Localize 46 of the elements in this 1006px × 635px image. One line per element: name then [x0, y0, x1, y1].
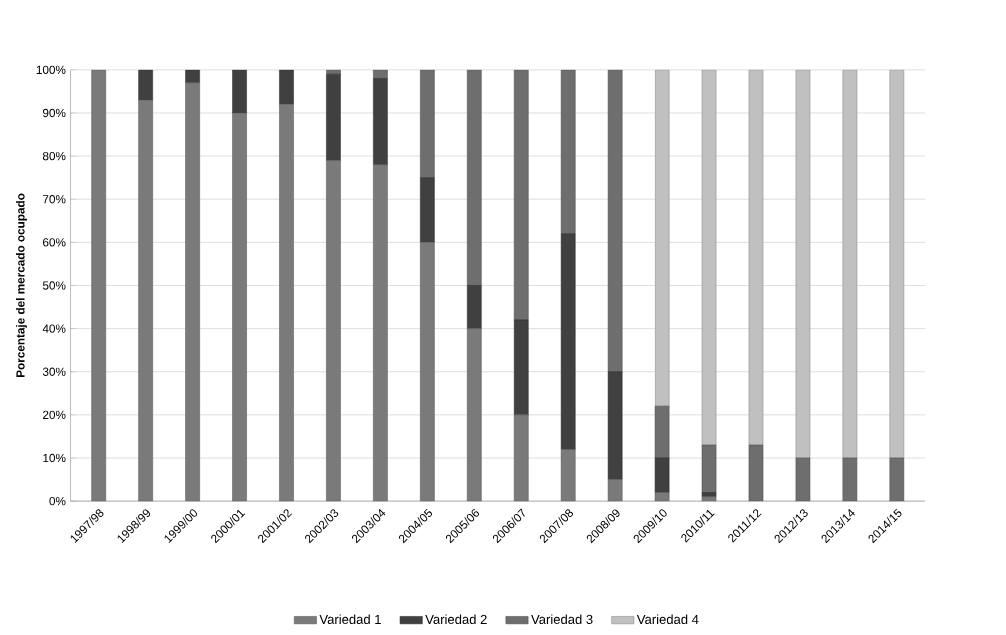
bar	[795, 457, 811, 502]
bar	[748, 444, 764, 502]
bar	[420, 177, 435, 243]
y-tick-label: 0%	[49, 497, 66, 506]
bar	[701, 444, 717, 493]
bar	[279, 104, 294, 502]
bar	[607, 69, 623, 373]
bar	[420, 69, 435, 179]
bar	[185, 82, 200, 502]
bar	[326, 74, 341, 161]
bar	[232, 112, 247, 502]
bar	[373, 164, 388, 502]
bar	[466, 285, 482, 329]
y-tick-label: 20%	[43, 410, 66, 420]
bar	[466, 328, 482, 502]
legend-label: Variedad 2	[425, 614, 487, 625]
y-tick-label: 60%	[43, 238, 66, 247]
bar	[513, 69, 529, 321]
legend-label: Variedad 4	[636, 614, 699, 625]
y-tick-label: 40%	[42, 324, 66, 333]
y-tick-label: 100%	[36, 65, 66, 75]
y-tick-label: 70%	[43, 195, 66, 204]
bar	[232, 69, 247, 114]
y-tick-label: 50%	[42, 281, 66, 290]
y-axis-title: Porcentaje del mercado ocupado	[15, 193, 27, 378]
bar	[560, 233, 576, 450]
y-tick-label: 80%	[42, 152, 66, 161]
legend-label: Variedad 1	[319, 614, 381, 625]
bar	[420, 242, 435, 502]
bar	[607, 371, 623, 480]
bar	[373, 78, 388, 166]
bar	[279, 69, 294, 105]
bar	[654, 406, 670, 459]
bar	[138, 99, 153, 502]
bar	[326, 160, 341, 502]
y-tick-label: 90%	[42, 108, 66, 118]
bar	[91, 69, 107, 502]
legend-label: Variedad 3	[531, 614, 593, 625]
bar	[513, 319, 529, 416]
y-tick-label: 10%	[43, 453, 66, 463]
bar	[513, 414, 529, 502]
bar	[560, 69, 576, 235]
bar	[466, 69, 482, 286]
bar	[889, 457, 905, 502]
bar	[842, 457, 858, 502]
y-tick-label: 30%	[42, 367, 66, 377]
